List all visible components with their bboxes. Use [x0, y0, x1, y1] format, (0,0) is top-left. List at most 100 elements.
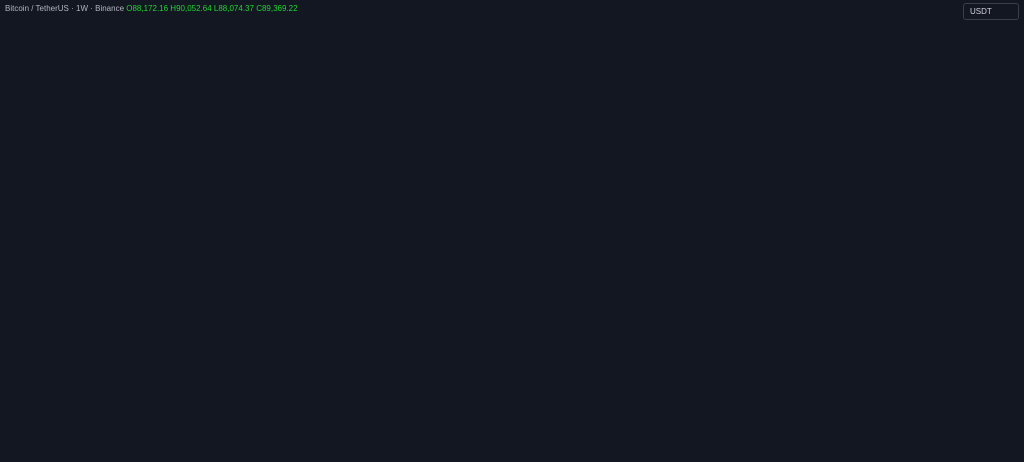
note-text: 42d [260, 404, 276, 415]
x-tick-label: Mar [56, 446, 71, 456]
candle-body [196, 279, 202, 286]
candle-body [408, 145, 415, 172]
candle-body [264, 279, 270, 301]
x-tick-label: Jun [167, 446, 181, 456]
candle-body [17, 391, 24, 396]
candle-body [544, 206, 551, 225]
candle-body [289, 301, 296, 323]
candle-body [111, 276, 117, 283]
candle-body [587, 140, 593, 147]
symbol: Bitcoin / TetherUS · 1W · Binance [5, 4, 125, 13]
annotation-text: 31 Jul, 2024 [214, 157, 271, 169]
candle-body [629, 143, 636, 156]
y-tick-label: 97,000.00 [965, 160, 1003, 170]
candle-body [434, 172, 440, 174]
candle-body [230, 262, 236, 264]
candle-body [247, 303, 253, 307]
candle-body [476, 167, 483, 169]
candle-body [68, 259, 75, 262]
candle-body [782, 120, 789, 135]
x-tick-label: Sep [276, 446, 291, 456]
candle-body [723, 129, 729, 134]
low-label: L88,074.37 [213, 4, 254, 13]
candle-body [187, 268, 194, 280]
candle-body [604, 134, 610, 143]
candle-body [655, 108, 661, 134]
x-tick-label: Apr [541, 446, 554, 456]
last-price-box [957, 182, 1024, 205]
candle-body [561, 172, 568, 202]
y-tick-label: 105,000.00 [960, 139, 1003, 149]
candle-body [833, 185, 840, 193]
y-tick-label: 56,000.00 [965, 311, 1003, 321]
x-tick-label: 2026 [869, 446, 889, 456]
x-tick-label: May [573, 446, 590, 456]
candle-body [493, 168, 500, 200]
note-text: ??? [872, 185, 888, 196]
x-tick-label: Aug [242, 446, 257, 456]
candle-body [323, 280, 330, 289]
candle-body [119, 276, 126, 284]
candle-body [570, 172, 576, 174]
candle-body [51, 283, 58, 339]
note-text: 42d [870, 252, 886, 263]
candle-body [757, 100, 763, 127]
candle-body [731, 118, 738, 130]
x-tick-label: Jul [202, 446, 213, 456]
duration-box [243, 375, 293, 392]
x-tick-label: Feb [464, 446, 479, 456]
y-tick-label: 125,000.00 [960, 91, 1003, 101]
x-tick-label: Jul [653, 446, 664, 456]
annotation-text: 19 Dec, 2025 [822, 89, 885, 101]
currency-button[interactable]: USDT [963, 3, 1019, 20]
candle-body [204, 285, 211, 306]
candle-body [213, 293, 219, 306]
candle-body [689, 109, 695, 122]
x-tick-label: Mar [940, 446, 955, 456]
x-tick-label: Nov [795, 446, 811, 456]
candle-body [391, 154, 398, 166]
x-tick-label: Dec [387, 446, 403, 456]
candle-body [451, 145, 457, 155]
candle-body [136, 280, 143, 291]
candle-body [706, 113, 712, 124]
y-tick-label: 40,800.00 [965, 397, 1003, 407]
candle-body [102, 257, 109, 283]
annotation-text: 19 Mar, 2024 [50, 151, 111, 163]
candle-body [714, 123, 721, 134]
annotation-text: hike (?) [835, 100, 870, 112]
candle-body [417, 171, 423, 176]
candle-body [383, 163, 389, 166]
x-tick-label: Dec [829, 446, 845, 456]
candle-body [510, 210, 517, 217]
candle-body [162, 256, 168, 262]
duration-box [455, 246, 548, 264]
candle-body [315, 273, 321, 289]
watermark-text: @ CaptainAltcoin [822, 426, 969, 447]
candle-body [553, 201, 559, 207]
candle-body [298, 281, 304, 302]
annotation-text: first hike in 17 years [34, 162, 127, 174]
x-tick-label: Oct [762, 446, 776, 456]
note-text: 42d [98, 350, 114, 361]
candle-body [179, 258, 185, 269]
duration-markers [81, 160, 906, 392]
x-tick-label: Nov [353, 446, 369, 456]
annotation-text: hike, highest [426, 48, 485, 60]
candle-body [306, 273, 313, 282]
y-tick-label: 113,000.00 [961, 119, 1003, 129]
x-tick-label: Sep [718, 446, 733, 456]
candle-body [527, 198, 534, 212]
candle-body [850, 191, 857, 197]
candle-body [272, 279, 279, 311]
candle-body [663, 108, 670, 115]
candle-body [842, 191, 848, 193]
candle-body [595, 134, 602, 141]
candle-body [153, 261, 160, 271]
candle-body [816, 174, 823, 197]
annotation-text: hike + reduce [211, 168, 274, 180]
duration-box [853, 223, 905, 240]
x-tick-label: Oct [320, 446, 334, 456]
